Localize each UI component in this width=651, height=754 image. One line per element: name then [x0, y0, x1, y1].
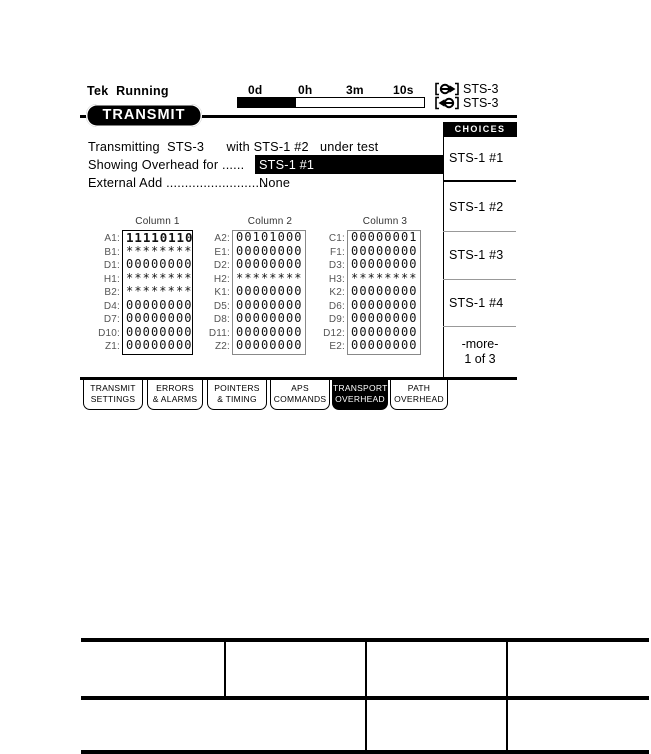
overhead-value[interactable]: 00000000	[236, 311, 303, 325]
overhead-column1-box: 11110110 ******** 00000000 ******** ****…	[122, 230, 193, 355]
overhead-value[interactable]: 00000000	[351, 338, 418, 352]
choices-page-indicator: 1 of 3	[464, 352, 496, 366]
more-choices-button[interactable]: -more-	[461, 337, 499, 351]
menu-title-badge: TRANSMIT	[86, 104, 202, 127]
timer-minutes-label: 3m	[346, 83, 364, 97]
footer-table-col-divider	[365, 700, 367, 751]
choice-separator	[443, 326, 516, 328]
column3-title: Column 3	[362, 216, 408, 227]
transmit-icon	[434, 82, 460, 96]
brand-label: Tek	[87, 84, 109, 98]
overhead-column-1: A1: B1: D1: H1: B2: D4: D7: D10: Z1: 1111011…	[84, 230, 193, 355]
overhead-column3-box: 00000001 00000000 00000000 ******** 0000…	[347, 230, 421, 355]
elapsed-progress-fill	[238, 98, 296, 107]
tab-errors-alarms[interactable]: ERRORS & ALARMS	[147, 379, 203, 410]
overhead-value[interactable]: 00000000	[126, 257, 193, 271]
overhead-value[interactable]: 00000001	[351, 230, 418, 244]
overhead-value[interactable]: ********	[236, 270, 303, 285]
choice-sts1-1[interactable]: STS-1 #1	[449, 151, 504, 165]
tab-path-overhead[interactable]: PATH OVERHEAD	[390, 379, 448, 410]
tab-transport-overhead[interactable]: TRANSPORT OVERHEAD	[332, 379, 388, 410]
tab-strip-rule	[80, 377, 517, 380]
overhead-value[interactable]: 00000000	[351, 243, 418, 258]
tab-aps-commands[interactable]: APS COMMANDS	[270, 379, 330, 410]
overhead-value[interactable]: 00101000	[236, 230, 303, 244]
overhead-column-3: C1: F1: D3: H3: K2: D6: D9: D12: E2: 0000000…	[312, 230, 421, 355]
overhead-value[interactable]: 00000000	[126, 311, 193, 325]
overhead-value[interactable]: 00000000	[236, 297, 303, 312]
overhead-column-2: A2: E1: D2: H2: K1: D5: D8: D11: Z2: 0010100…	[197, 230, 306, 355]
overhead-column2-box: 00101000 00000000 00000000 ******** 0000…	[232, 230, 306, 355]
overhead-value[interactable]: 00000000	[126, 297, 193, 312]
external-add-label: External Add ...........................	[88, 176, 267, 190]
overhead-value[interactable]: 00000000	[351, 284, 418, 298]
overhead-value[interactable]: 00000000	[351, 324, 418, 339]
tab-transmit-settings[interactable]: TRANSMIT SETTINGS	[83, 379, 143, 410]
showing-overhead-highlight[interactable]	[255, 155, 443, 174]
footer-table-middle-border	[81, 696, 649, 700]
tx-signal-label: STS-3	[463, 82, 499, 96]
transmitting-status-line: Transmitting STS-3 with STS-1 #2 under t…	[88, 140, 379, 154]
tx-signal-row: STS-3	[434, 82, 498, 96]
overhead-row-labels: A2: E1: D2: H2: K1: D5: D8: D11: Z2:	[208, 233, 230, 352]
rx-signal-row: STS-3	[434, 96, 498, 110]
choice-separator	[443, 180, 516, 182]
showing-overhead-value[interactable]: STS-1 #1	[259, 158, 315, 172]
rx-signal-label: STS-3	[463, 96, 499, 110]
overhead-value[interactable]: 00000000	[236, 324, 303, 339]
choices-header: CHOICES	[443, 122, 517, 137]
external-add-value[interactable]: None	[259, 176, 291, 190]
overhead-value[interactable]: 00000000	[126, 324, 193, 339]
footer-table-col-divider	[505, 639, 508, 698]
footer-table-bottom-border	[81, 750, 649, 754]
overhead-value[interactable]: ********	[126, 243, 193, 258]
overhead-row-labels: A1: B1: D1: H1: B2: D4: D7: D10: Z1:	[98, 233, 120, 352]
overhead-value[interactable]: 00000000	[126, 338, 193, 352]
footer-table-col-divider	[505, 700, 508, 751]
overhead-value[interactable]: 00000000	[236, 284, 303, 298]
column1-title: Column 1	[135, 216, 180, 227]
overhead-value[interactable]: ********	[126, 270, 193, 285]
choice-sts1-4[interactable]: STS-1 #4	[449, 296, 504, 310]
overhead-value[interactable]: 00000000	[351, 297, 418, 312]
overhead-value[interactable]: ********	[351, 270, 418, 285]
overhead-value[interactable]: 11110110	[126, 230, 194, 245]
sidebar-divider	[443, 137, 445, 378]
overhead-value[interactable]: 00000000	[236, 243, 303, 258]
overhead-value[interactable]: 00000000	[236, 338, 303, 352]
choice-sts1-3[interactable]: STS-1 #3	[449, 248, 504, 262]
tab-pointers-timing[interactable]: POINTERS & TIMING	[207, 379, 267, 410]
run-status: Running	[116, 84, 169, 98]
overhead-value[interactable]: 00000000	[351, 311, 418, 325]
overhead-row-labels: C1: F1: D3: H3: K2: D6: D9: D12: E2:	[323, 233, 345, 352]
footer-table-col-divider	[365, 639, 367, 698]
overhead-value[interactable]: 00000000	[236, 257, 303, 271]
timer-seconds-label: 10s	[393, 83, 414, 97]
receive-icon	[434, 96, 460, 110]
header-rule	[80, 115, 517, 118]
elapsed-progress-bar	[237, 97, 425, 108]
choice-sts1-2[interactable]: STS-1 #2	[449, 200, 504, 214]
timer-days-label: 0d	[248, 83, 263, 97]
timer-hours-label: 0h	[298, 83, 313, 97]
status-strip: Tek Running	[87, 84, 169, 98]
footer-table-col-divider	[224, 639, 226, 698]
showing-overhead-label: Showing Overhead for ......	[88, 158, 245, 172]
overhead-value[interactable]: 00000000	[351, 257, 418, 271]
column2-title: Column 2	[247, 216, 293, 227]
choice-separator	[443, 278, 516, 280]
overhead-value[interactable]: ********	[126, 284, 193, 298]
choice-separator	[443, 231, 516, 233]
